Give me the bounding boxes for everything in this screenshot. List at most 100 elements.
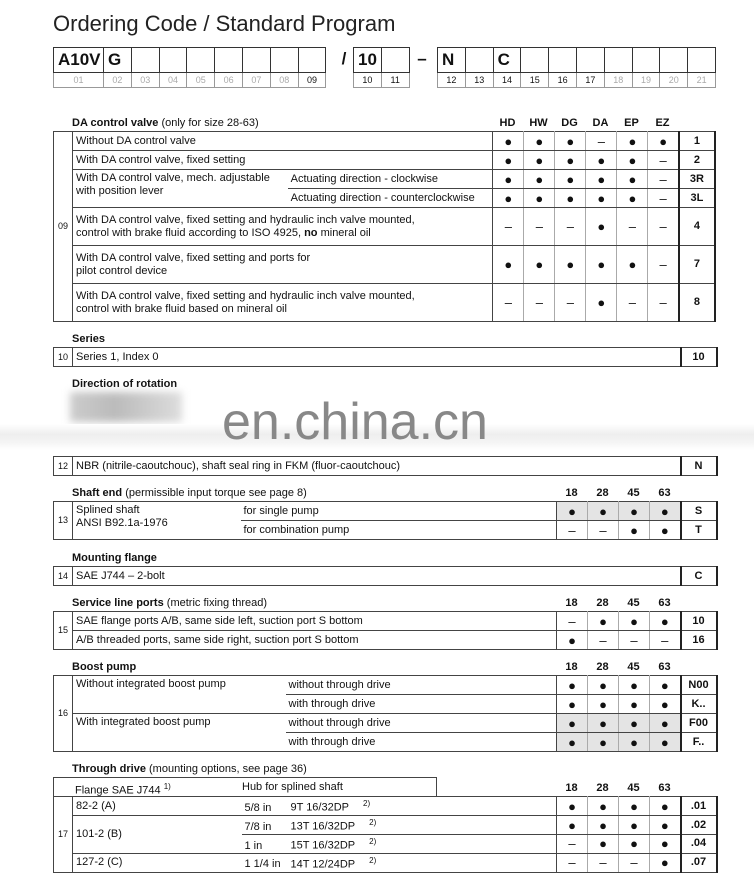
unavailable-mark: – xyxy=(554,207,587,246)
code-position-number: 02 xyxy=(103,73,132,88)
description-text: Series 1, Index 0 xyxy=(76,350,159,363)
code-position-number: 19 xyxy=(631,73,661,88)
option-code: 8 xyxy=(677,283,717,322)
option-code: .04 xyxy=(679,834,718,854)
available-mark: ● xyxy=(585,283,618,322)
code-position-12: N xyxy=(437,47,466,73)
section-title-note: (only for size 28-63) xyxy=(161,117,259,129)
available-mark: ● xyxy=(618,611,650,631)
available-mark: ● xyxy=(587,732,619,752)
available-mark: ● xyxy=(649,694,681,714)
code-position-15 xyxy=(520,47,550,73)
column-header: 63 xyxy=(658,487,671,499)
available-mark: ● xyxy=(554,131,587,151)
available-mark: ● xyxy=(492,150,525,170)
option-sub-description: without through drive xyxy=(285,713,557,733)
unavailable-mark: – xyxy=(585,131,618,151)
available-mark: ● xyxy=(556,630,588,650)
unavailable-mark: – xyxy=(587,520,619,540)
available-mark: ● xyxy=(587,815,619,835)
option-sub-description: with through drive xyxy=(285,732,557,752)
section-table-ports: 15 SAE flange ports A/B, same side left, … xyxy=(53,611,718,650)
option-description: With integrated boost pump xyxy=(72,713,286,752)
available-mark: ● xyxy=(618,501,650,521)
unavailable-mark: – xyxy=(556,520,588,540)
option-description: With DA control valve, fixed setting xyxy=(71,150,494,170)
section-number: 09 xyxy=(53,131,73,322)
available-mark: ● xyxy=(618,834,650,854)
column-header: 45 xyxy=(627,782,640,794)
available-mark: ● xyxy=(585,245,618,284)
code-separator: – xyxy=(417,49,427,68)
available-mark: ● xyxy=(618,713,650,733)
section-table-da: 09 Without DA control valve ● ● ● – ● ● 1 With DA… xyxy=(53,131,717,322)
sub-description-text: for single pump xyxy=(243,504,319,517)
available-mark: ● xyxy=(556,694,588,714)
flange-header: Flange SAE J744 1) xyxy=(75,778,171,800)
section-title: Mounting flange xyxy=(72,551,157,565)
available-mark: ● xyxy=(618,732,650,752)
unavailable-mark: – xyxy=(647,169,680,189)
footnote-ref: 1) xyxy=(163,782,171,791)
unavailable-mark: – xyxy=(647,207,680,246)
option-sub-description: 1 1/4 in 14T 12/24DP 2) xyxy=(241,852,557,873)
option-code: 3R xyxy=(677,169,717,189)
option-code: 2 xyxy=(677,150,717,170)
available-mark: ● xyxy=(587,713,619,733)
table-row: with through drive ● ● ● ● F.. xyxy=(54,732,718,752)
code-position-07 xyxy=(242,47,271,73)
available-mark: ● xyxy=(649,675,681,695)
code-position-10: 10 xyxy=(353,47,382,73)
column-header: EZ xyxy=(655,117,670,129)
code-separator: / xyxy=(341,49,347,68)
column-header: 45 xyxy=(627,487,640,499)
unavailable-mark: – xyxy=(647,188,680,208)
table-row: with through drive ● ● ● ● K.. xyxy=(54,694,718,714)
column-header: 28 xyxy=(596,597,609,609)
option-code: K.. xyxy=(679,694,718,714)
option-code: .02 xyxy=(679,815,718,835)
option-code: 1 xyxy=(677,131,717,151)
hub-size: 7/8 in xyxy=(244,820,272,833)
column-header: 63 xyxy=(658,661,671,673)
available-mark: ● xyxy=(523,188,556,208)
spline-spec: 13T 16/32DP xyxy=(290,820,356,833)
section-title-text: Boost pump xyxy=(72,661,137,673)
column-header: 18 xyxy=(565,782,578,794)
footnote-ref: 2) xyxy=(369,837,377,846)
available-mark: ● xyxy=(523,131,556,151)
option-description: SAE flange ports A/B, same side left, su… xyxy=(72,611,557,631)
option-description: With DA control valve, fixed setting and… xyxy=(71,283,494,322)
option-code: 10 xyxy=(679,611,718,631)
code-position-08 xyxy=(269,47,299,73)
code-position-number: 08 xyxy=(269,73,299,88)
section-table-seals: 12 NBR (nitrile-caoutchouc), shaft seal r… xyxy=(53,456,718,476)
section-number: 17 xyxy=(53,796,73,873)
section-table-flange: 14 SAE J744 – 2-bolt C xyxy=(53,566,718,586)
option-description: With DA control valve, mech. adjustable … xyxy=(71,169,288,208)
unavailable-mark: – xyxy=(616,283,649,322)
option-description: SAE J744 – 2-bolt xyxy=(72,566,681,586)
code-position-16 xyxy=(548,47,577,73)
available-mark: ● xyxy=(616,150,649,170)
unavailable-mark: – xyxy=(587,630,619,650)
available-mark: ● xyxy=(649,852,681,873)
description-part: With DA control valve, fixed setting and… xyxy=(76,213,415,239)
available-mark: ● xyxy=(556,675,588,695)
code-position-number: 10 xyxy=(353,73,382,88)
option-description: Series 1, Index 0 xyxy=(72,347,681,367)
available-mark: ● xyxy=(523,150,556,170)
available-mark: ● xyxy=(618,796,650,816)
column-header: 45 xyxy=(627,597,640,609)
unavailable-mark: – xyxy=(616,207,649,246)
unavailable-mark: – xyxy=(492,207,525,246)
hub-size: 5/8 in xyxy=(244,801,272,814)
option-sub-description: for single pump xyxy=(240,501,557,521)
section-number: 14 xyxy=(53,566,73,586)
option-description: 82-2 (A) xyxy=(72,796,242,816)
code-position-06 xyxy=(214,47,243,73)
code-position-number: 11 xyxy=(380,73,410,88)
section-table-boost: 16 Without integrated boost pump without t… xyxy=(53,675,718,752)
available-mark: ● xyxy=(587,501,619,521)
option-code: 10 xyxy=(679,347,718,367)
